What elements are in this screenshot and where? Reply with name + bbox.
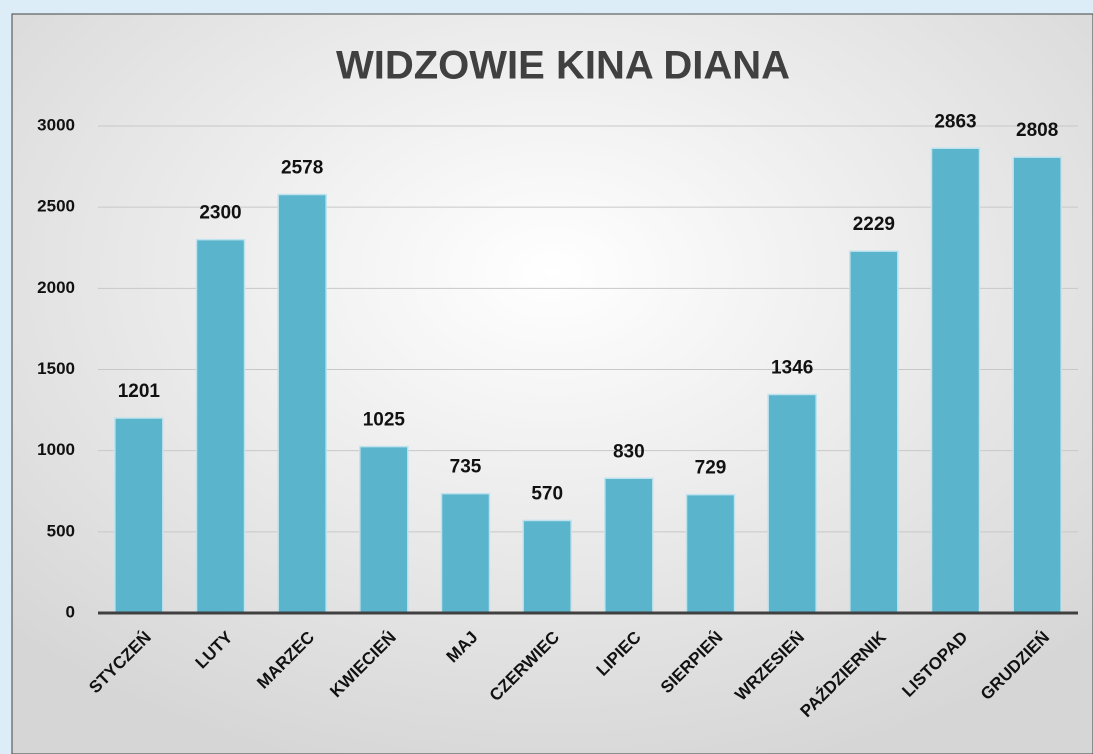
data-label: 2863 [934, 111, 976, 132]
bar [195, 238, 246, 614]
data-label: 735 [450, 457, 482, 478]
chart-area [11, 13, 1093, 754]
data-label: 729 [695, 458, 727, 479]
chart-title: WIDZOWIE KINA DIANA [336, 44, 790, 88]
y-tick-label: 2500 [37, 197, 75, 216]
y-tick-label: 1000 [37, 440, 75, 459]
bar [685, 493, 736, 614]
y-tick-label: 0 [66, 602, 75, 621]
bar [522, 519, 572, 614]
bar [930, 147, 981, 614]
data-label: 2808 [1016, 120, 1058, 141]
bar [114, 417, 164, 614]
y-tick-label: 500 [47, 521, 75, 540]
bar [767, 393, 817, 614]
bar [277, 193, 327, 614]
data-label: 1201 [118, 381, 161, 402]
y-tick-label: 2000 [37, 278, 75, 297]
data-label: 830 [613, 441, 645, 462]
bar [359, 445, 409, 614]
data-label: 2229 [853, 214, 895, 235]
data-label: 2300 [199, 203, 241, 224]
y-tick-label: 3000 [37, 115, 75, 134]
bar [849, 250, 899, 614]
bar [604, 477, 654, 614]
data-label: 2578 [281, 158, 323, 179]
data-label: 1025 [363, 410, 406, 431]
y-tick-label: 1500 [37, 359, 75, 378]
bar [1012, 156, 1062, 614]
bar [440, 492, 491, 614]
data-label: 1346 [771, 358, 813, 379]
data-label: 570 [531, 483, 563, 504]
